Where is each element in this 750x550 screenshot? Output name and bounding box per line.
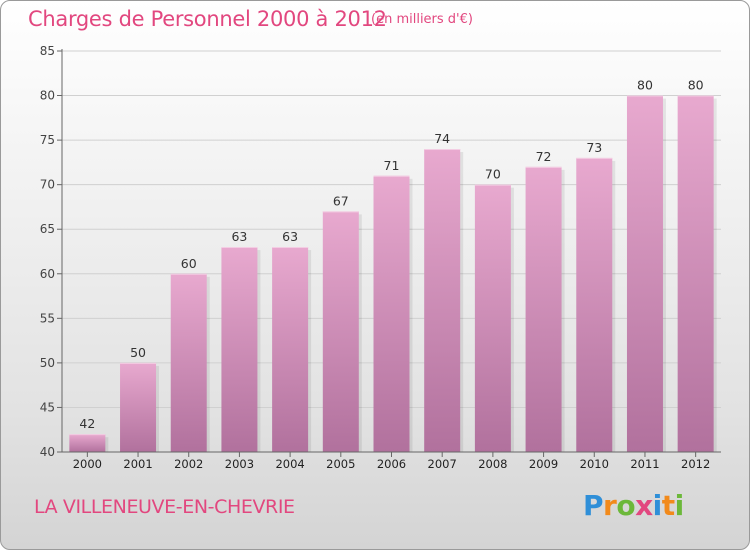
- labels: 40 45 50 55 60 65 70 75 80 85 42 2000 50 2001 60 2002 63…: [40, 44, 711, 471]
- y-tick-label: 80: [40, 89, 55, 103]
- logo-letter: i: [674, 489, 685, 522]
- data-label: 80: [637, 78, 653, 93]
- x-tick-label: 2004: [275, 457, 304, 471]
- y-tick-label: 85: [40, 44, 55, 58]
- bar: [677, 95, 714, 453]
- axes: [57, 49, 721, 457]
- bar: [120, 362, 157, 452]
- x-tick-label: 2006: [377, 457, 406, 471]
- bar: [576, 157, 613, 452]
- bar: [474, 184, 511, 452]
- bar: [221, 247, 258, 452]
- proxiti-logo: Proxiti: [583, 489, 684, 522]
- y-tick-label: 55: [40, 311, 55, 325]
- bar: [322, 211, 359, 452]
- chart-subtitle: (en milliers d'€): [371, 12, 473, 27]
- logo-letter: t: [661, 489, 675, 522]
- bar: [373, 175, 410, 452]
- bar: [525, 166, 562, 452]
- x-tick-label: 2001: [123, 457, 152, 471]
- data-label: 63: [282, 229, 298, 244]
- logo-letter: x: [635, 489, 653, 522]
- x-tick-label: 2003: [225, 457, 254, 471]
- data-label: 60: [181, 256, 197, 271]
- logo-letter: r: [603, 489, 617, 522]
- data-label: 72: [536, 149, 552, 164]
- data-label: 80: [688, 78, 704, 93]
- y-tick-label: 50: [40, 356, 55, 370]
- x-tick-label: 2011: [630, 457, 659, 471]
- bar: [170, 273, 207, 452]
- data-label: 50: [130, 345, 146, 360]
- x-tick-label: 2007: [428, 457, 457, 471]
- x-tick-label: 2005: [326, 457, 355, 471]
- data-label: 70: [485, 167, 501, 182]
- data-label: 71: [384, 158, 400, 173]
- x-tick-label: 2000: [73, 457, 102, 471]
- bar: [272, 247, 309, 452]
- y-tick-label: 75: [40, 133, 55, 147]
- bar: [626, 95, 663, 453]
- y-tick-label: 70: [40, 178, 55, 192]
- bars: [69, 95, 717, 453]
- y-tick-label: 65: [40, 222, 55, 236]
- logo-letter: o: [616, 489, 636, 522]
- data-label: 42: [79, 416, 95, 431]
- chart-title: Charges de Personnel 2000 à 2012: [28, 7, 387, 31]
- logo-letter: i: [652, 489, 663, 522]
- y-tick-label: 60: [40, 267, 55, 281]
- y-tick-label: 45: [40, 400, 55, 414]
- y-tick-label: 40: [40, 445, 55, 459]
- bar: [69, 434, 106, 452]
- x-tick-label: 2008: [478, 457, 507, 471]
- data-label: 63: [231, 229, 247, 244]
- logo-letter: P: [583, 489, 604, 522]
- x-tick-label: 2010: [580, 457, 609, 471]
- x-tick-label: 2012: [681, 457, 710, 471]
- x-tick-label: 2002: [174, 457, 203, 471]
- bar: [424, 149, 461, 452]
- data-label: 74: [434, 131, 450, 146]
- data-label: 73: [586, 140, 602, 155]
- data-label: 67: [333, 193, 349, 208]
- x-tick-label: 2009: [529, 457, 558, 471]
- place-name: LA VILLENEUVE-EN-CHEVRIE: [34, 496, 295, 518]
